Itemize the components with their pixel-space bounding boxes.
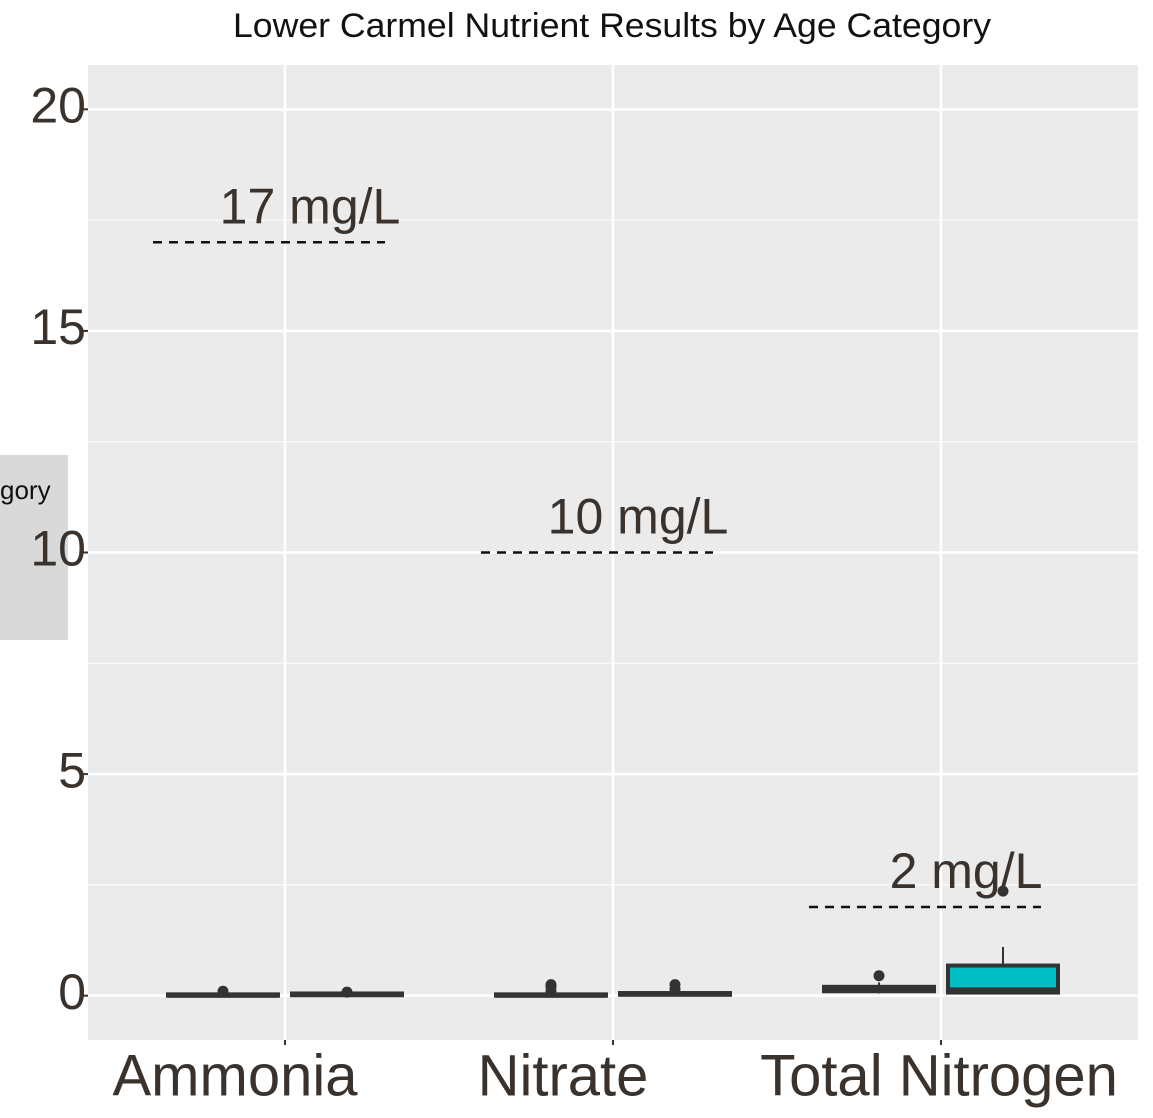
x-tick-label: Nitrate (478, 1043, 649, 1108)
x-tick-label: Ammonia (113, 1043, 359, 1108)
reference-label: 10 mg/L (548, 489, 729, 545)
reference-label: 17 mg/L (220, 178, 401, 234)
outlier (997, 885, 1009, 897)
x-tick-label: Total Nitrogen (760, 1043, 1118, 1108)
legend-title: gory (0, 475, 51, 505)
outlier (669, 979, 681, 991)
outlier (217, 985, 229, 997)
outlier (341, 986, 353, 998)
chart-title: Lower Carmel Nutrient Results by Age Cat… (233, 7, 991, 45)
y-tick-label: 5 (58, 742, 86, 798)
y-tick-label: 15 (30, 299, 86, 355)
reference-label: 2 mg/L (890, 843, 1043, 899)
y-tick-label: 10 (30, 521, 86, 577)
outlier (873, 970, 885, 982)
y-tick-label: 0 (58, 964, 86, 1020)
outlier (545, 979, 557, 991)
y-tick-label: 20 (30, 78, 86, 134)
legend-box (0, 455, 68, 640)
